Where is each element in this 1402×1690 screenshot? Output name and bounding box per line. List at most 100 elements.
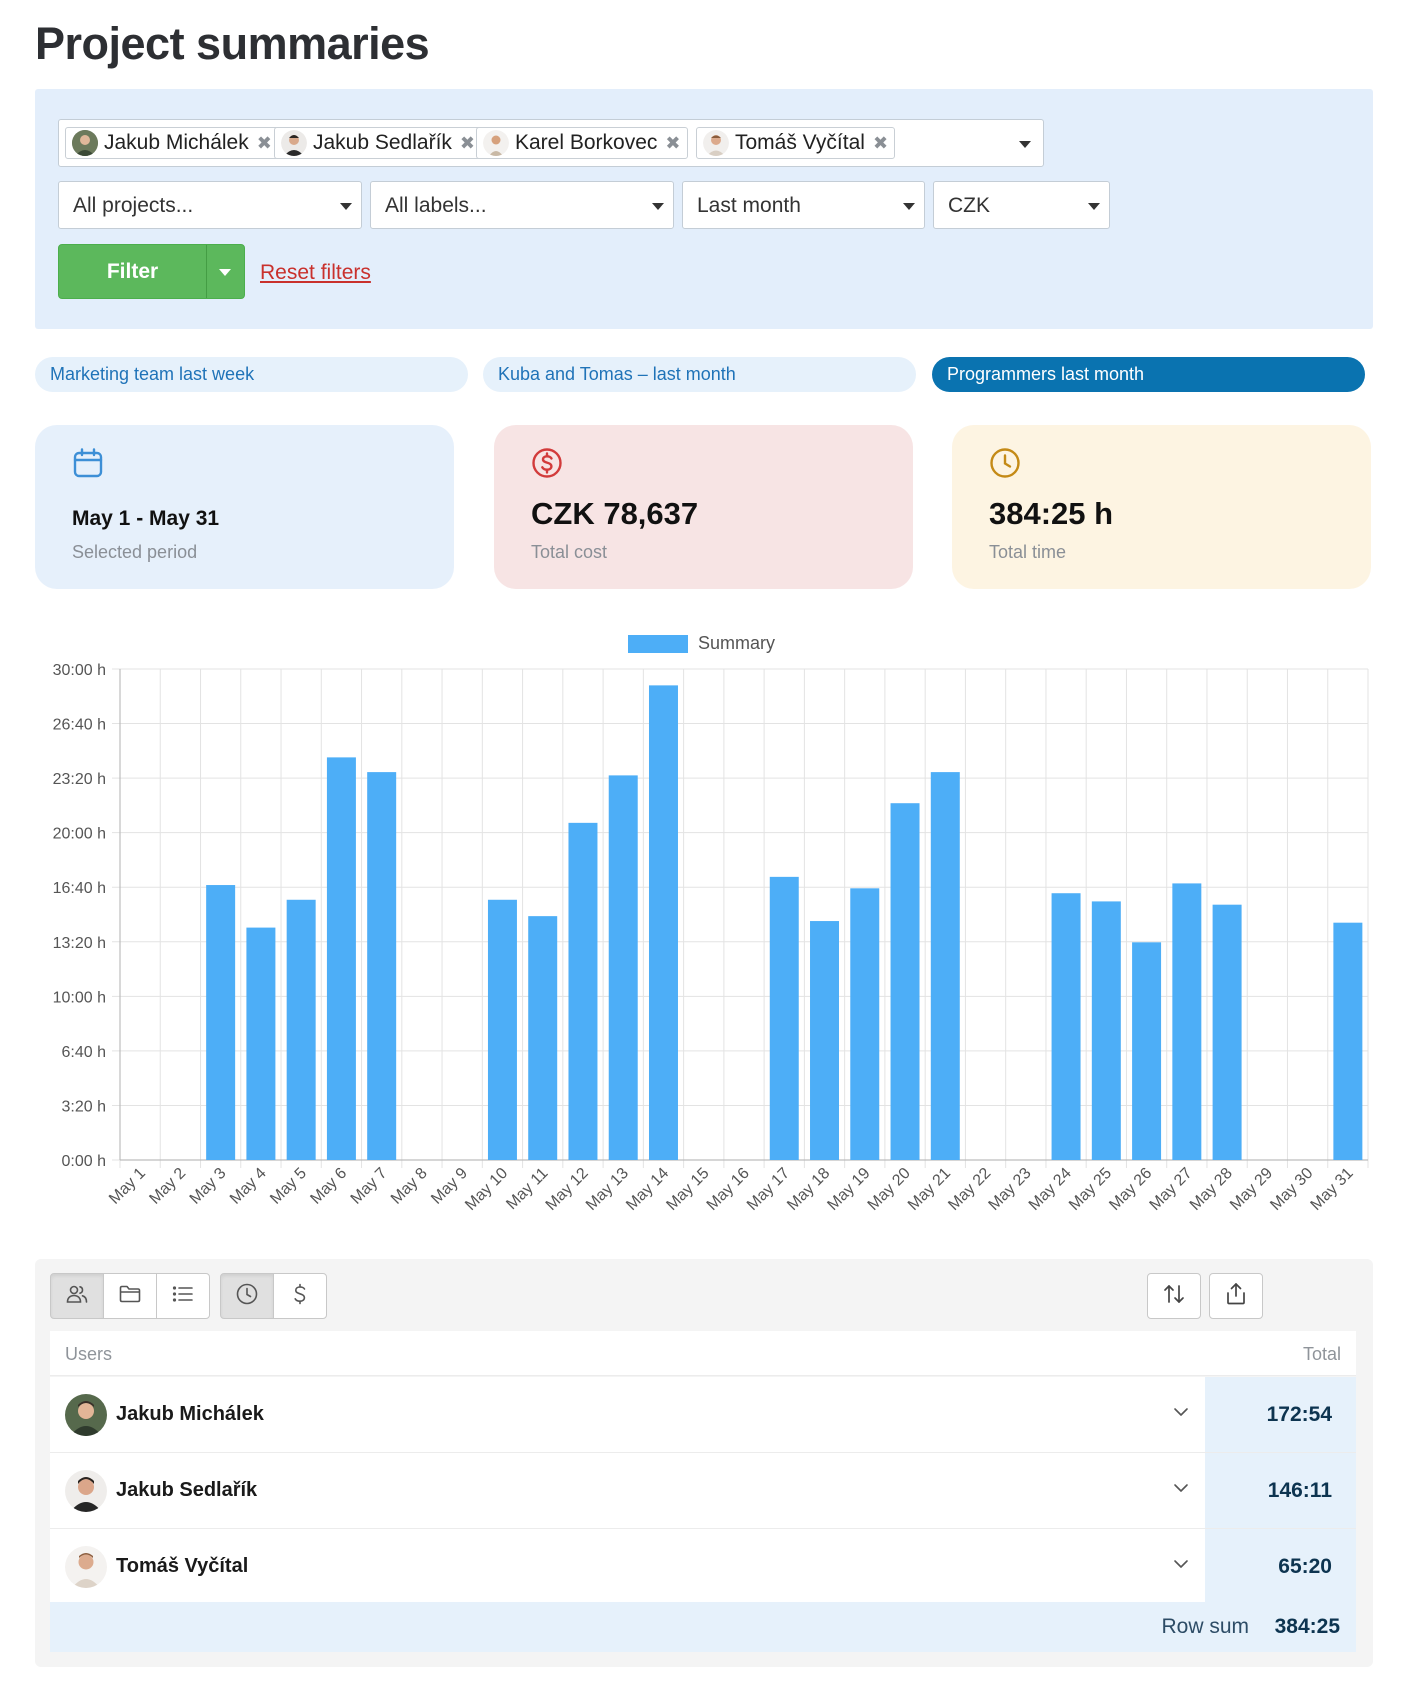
- sort-arrows-icon: [1161, 1281, 1187, 1312]
- filter-button[interactable]: Filter: [59, 245, 207, 298]
- x-tick-label: May 10: [462, 1165, 511, 1214]
- cost-value: CZK 78,637: [531, 496, 699, 531]
- remove-icon[interactable]: ✖: [665, 132, 681, 153]
- sort-button[interactable]: [1147, 1273, 1201, 1319]
- dollar-circle-icon: [531, 447, 563, 484]
- legend-swatch: [628, 635, 688, 653]
- labels-select[interactable]: All labels...: [370, 181, 674, 229]
- metric-time-button[interactable]: [220, 1273, 274, 1319]
- x-tick-label: May 28: [1187, 1165, 1236, 1214]
- chart-bar: [810, 921, 840, 1160]
- chart-bar: [286, 899, 316, 1160]
- saved-filter-programmers[interactable]: Programmers last month: [932, 357, 1365, 392]
- chevron-down-icon[interactable]: [1019, 141, 1031, 148]
- user-chip[interactable]: Karel Borkovec ✖: [476, 127, 688, 159]
- chart-bar: [1212, 904, 1242, 1160]
- chart-bar: [1172, 883, 1202, 1160]
- x-tick-label: May 16: [704, 1165, 753, 1214]
- table-header: Users Total: [50, 1331, 1356, 1376]
- x-tick-label: May 3: [187, 1165, 230, 1208]
- legend-label: Summary: [698, 633, 776, 653]
- user-chip[interactable]: Jakub Michálek ✖: [65, 127, 279, 159]
- column-header-users: Users: [65, 1344, 113, 1364]
- period-value: May 1 - May 31: [72, 507, 220, 530]
- avatar: [65, 1546, 107, 1588]
- filter-split-button: Filter: [58, 244, 245, 299]
- users-multiselect[interactable]: Jakub Michálek ✖ Jakub Sedlařík ✖ Karel …: [58, 119, 1044, 167]
- group-by-labels-button[interactable]: [156, 1273, 210, 1319]
- x-tick-label: May 13: [583, 1165, 632, 1214]
- x-tick-label: May 5: [267, 1165, 310, 1208]
- user-chip[interactable]: Jakub Sedlařík ✖: [274, 127, 483, 159]
- user-chip-label: Tomáš Vyčítal: [735, 131, 865, 154]
- filter-dropdown-toggle[interactable]: [206, 245, 244, 298]
- chart-bar: [890, 803, 920, 1160]
- x-tick-label: May 20: [865, 1165, 914, 1214]
- time-label: Total time: [989, 542, 1067, 562]
- remove-icon[interactable]: ✖: [256, 132, 272, 153]
- chevron-down-icon[interactable]: [1172, 1479, 1190, 1502]
- chart-bar: [487, 899, 517, 1160]
- user-chip[interactable]: Tomáš Vyčítal ✖: [696, 127, 896, 159]
- clock-icon: [235, 1282, 259, 1311]
- chevron-down-icon[interactable]: [1172, 1403, 1190, 1426]
- metric-cost-button[interactable]: [273, 1273, 327, 1319]
- table-row[interactable]: Tomáš Vyčítal 65:20: [50, 1529, 1356, 1605]
- y-tick-label: 0:00 h: [62, 1153, 106, 1170]
- user-chip-label: Karel Borkovec: [515, 131, 658, 154]
- projects-select[interactable]: All projects...: [58, 181, 362, 229]
- y-tick-label: 16:40 h: [53, 880, 106, 897]
- avatar: [72, 130, 98, 156]
- table-row[interactable]: Jakub Sedlařík 146:11: [50, 1453, 1356, 1529]
- chart-bar: [206, 885, 236, 1160]
- chart-bar: [528, 916, 558, 1160]
- x-tick-label: May 21: [905, 1165, 954, 1214]
- x-tick-label: May 27: [1147, 1165, 1196, 1214]
- saved-filter-marketing[interactable]: Marketing team last week: [35, 357, 468, 392]
- row-total: 172:54: [1205, 1377, 1356, 1452]
- column-header-total: Total: [1302, 1344, 1341, 1364]
- cost-card: CZK 78,637 Total cost: [494, 425, 913, 589]
- x-tick-label: May 17: [744, 1165, 793, 1214]
- group-by-projects-button[interactable]: [103, 1273, 157, 1319]
- chart-bar: [648, 685, 678, 1160]
- remove-icon[interactable]: ✖: [872, 132, 889, 153]
- summary-table-panel: Users Total Jakub Michálek 172:54 Jakub …: [35, 1259, 1373, 1667]
- period-label: Selected period: [72, 542, 198, 562]
- y-tick-label: 13:20 h: [53, 935, 106, 952]
- chevron-down-icon: [1088, 203, 1100, 210]
- y-tick-label: 23:20 h: [53, 771, 106, 788]
- export-button[interactable]: [1209, 1273, 1263, 1319]
- currency-select[interactable]: CZK: [933, 181, 1110, 229]
- folder-icon: [118, 1282, 142, 1311]
- chart-bar: [367, 772, 397, 1160]
- y-tick-label: 6:40 h: [62, 1044, 106, 1061]
- avatar: [483, 130, 509, 156]
- x-tick-label: May 24: [1026, 1165, 1075, 1214]
- calendar-icon: [72, 447, 104, 484]
- x-tick-label: May 7: [348, 1165, 391, 1208]
- user-name: Jakub Sedlařík: [116, 1479, 258, 1501]
- chart-bar: [326, 757, 356, 1160]
- avatar: [65, 1394, 107, 1436]
- user-name: Jakub Michálek: [116, 1403, 264, 1425]
- remove-icon[interactable]: ✖: [459, 132, 476, 153]
- chevron-down-icon: [340, 203, 352, 210]
- chart-bar: [568, 822, 598, 1160]
- y-tick-label: 30:00 h: [53, 662, 106, 679]
- time-card: 384:25 h Total time: [952, 425, 1371, 589]
- labels-select-value: All labels...: [385, 194, 487, 217]
- table-row[interactable]: Jakub Michálek 172:54: [50, 1377, 1356, 1453]
- share-upload-icon: [1223, 1281, 1249, 1312]
- saved-filter-kuba-tomas[interactable]: Kuba and Tomas – last month: [483, 357, 916, 392]
- user-chip-label: Jakub Michálek: [104, 131, 249, 154]
- reset-filters-link[interactable]: Reset filters: [260, 261, 371, 284]
- avatar: [281, 130, 307, 156]
- group-by-users-button[interactable]: [50, 1273, 104, 1319]
- chevron-down-icon: [903, 203, 915, 210]
- x-tick-label: May 30: [1267, 1165, 1316, 1214]
- time-value: 384:25 h: [989, 496, 1114, 531]
- period-select[interactable]: Last month: [682, 181, 925, 229]
- chevron-down-icon[interactable]: [1172, 1555, 1190, 1578]
- x-tick-label: May 19: [824, 1165, 873, 1214]
